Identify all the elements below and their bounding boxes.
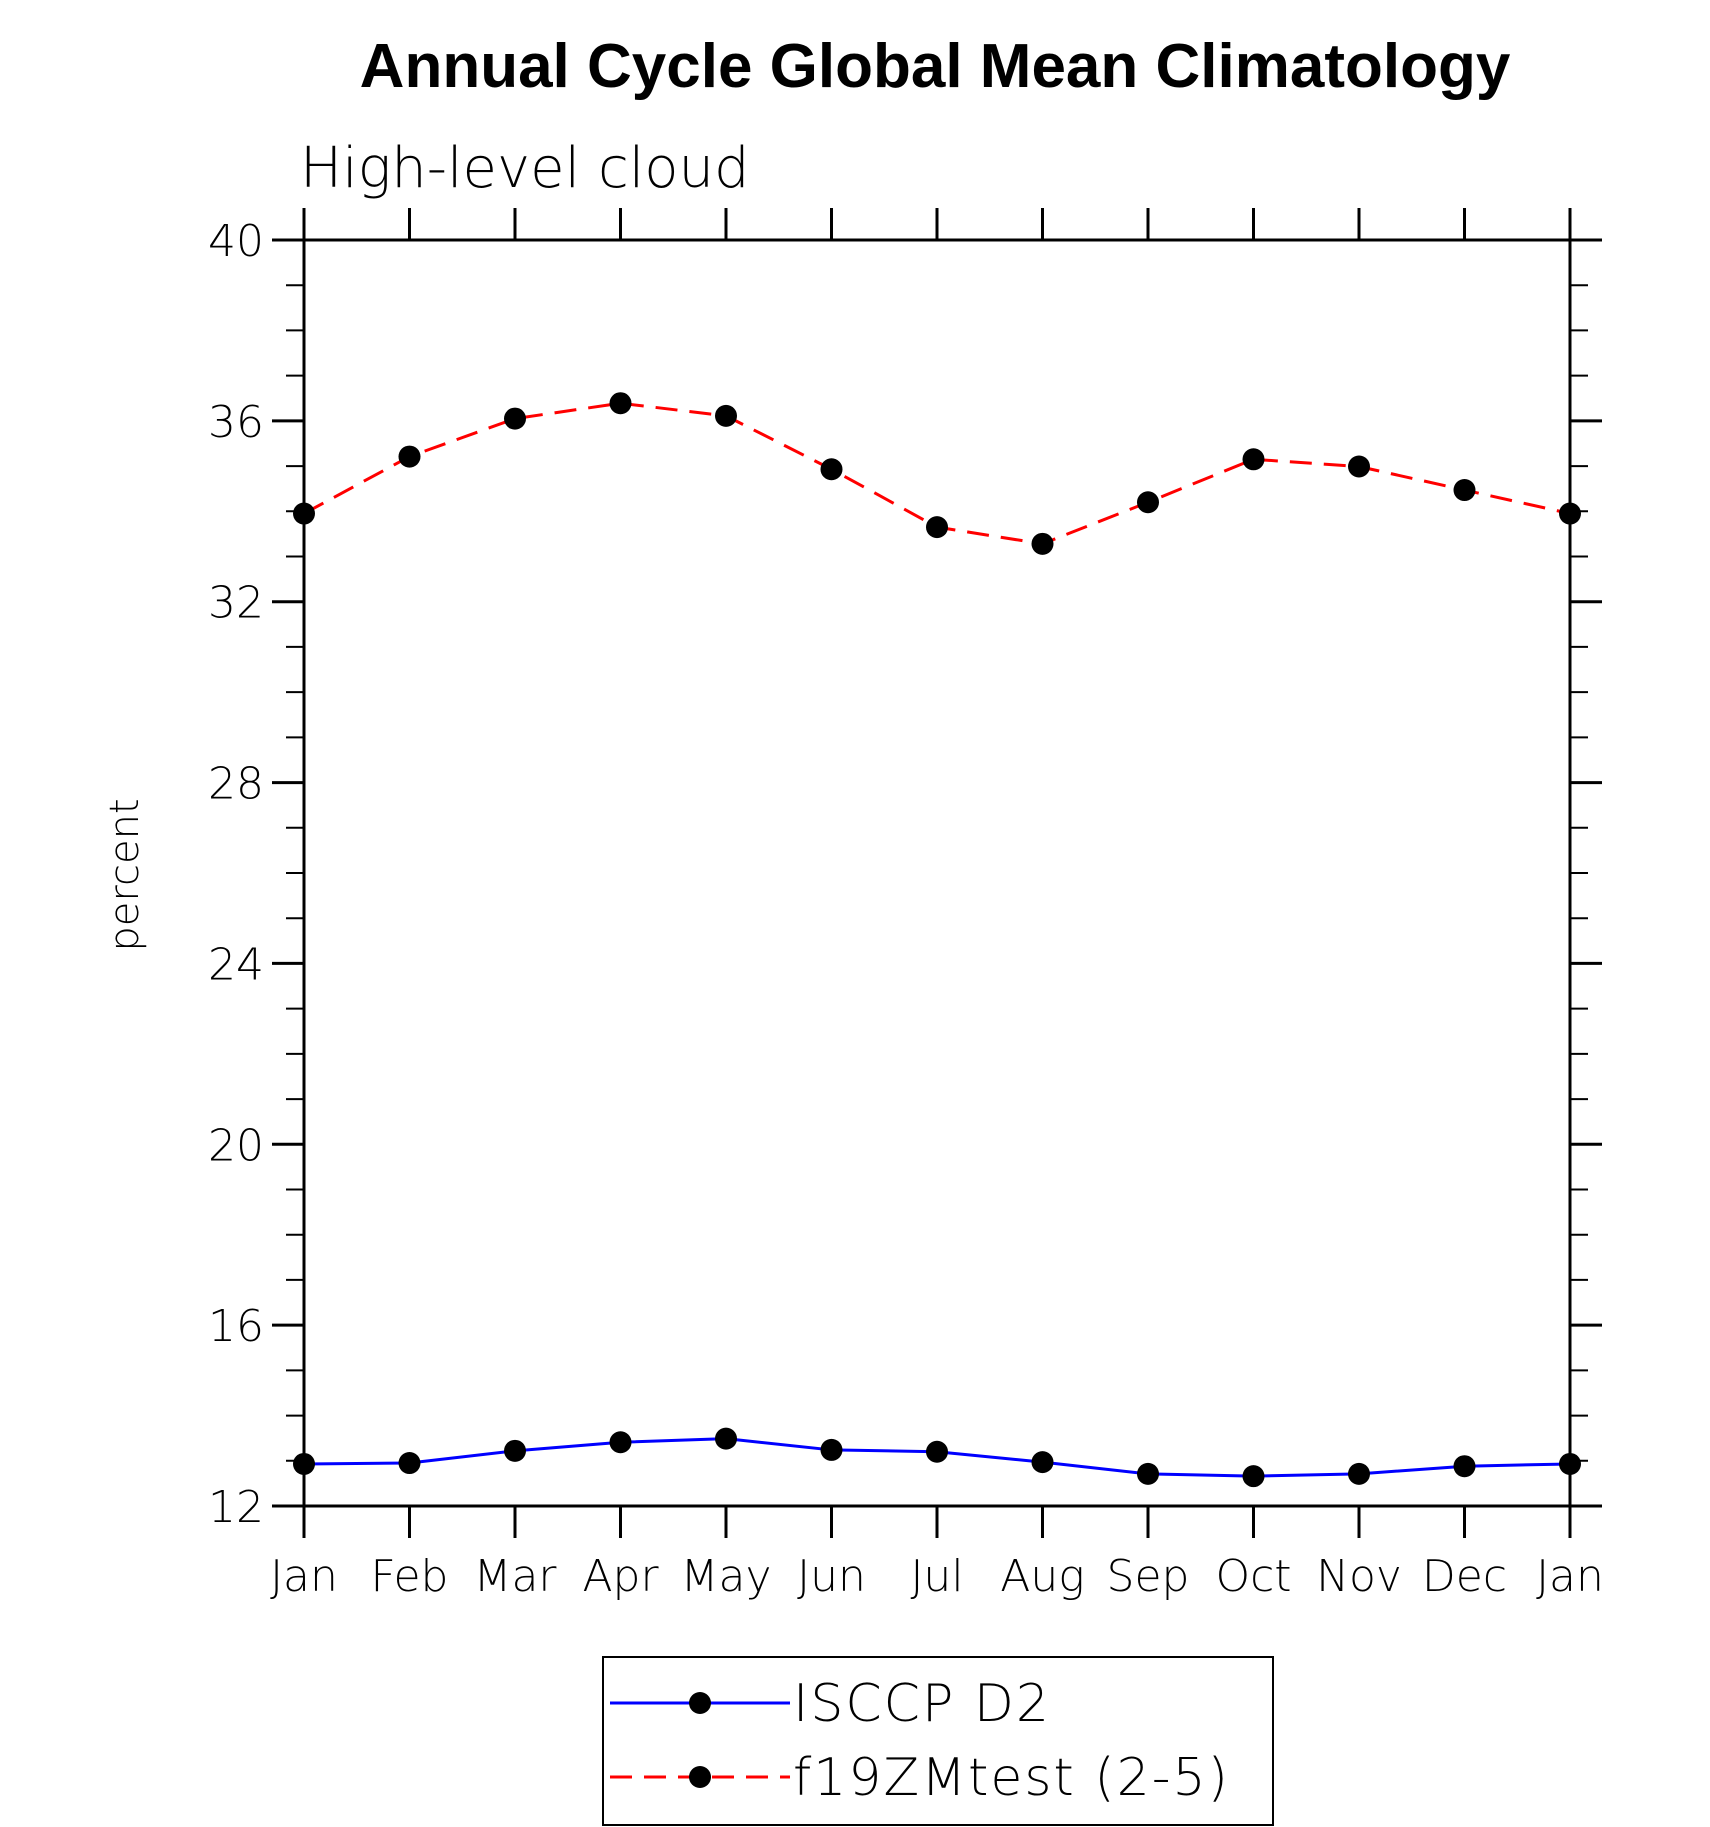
chart-subtitle: High-level cloud <box>300 136 750 201</box>
y-tick-label: 36 <box>208 397 264 448</box>
x-tick-label: May <box>681 1551 772 1602</box>
y-tick-label: 20 <box>208 1120 264 1171</box>
legend-swatch-marker <box>689 1692 711 1714</box>
y-axis-label: percent <box>102 798 148 951</box>
series-point <box>1559 1452 1581 1475</box>
x-tick-label: Aug <box>1000 1551 1084 1602</box>
y-tick-label: 40 <box>208 216 264 267</box>
legend-swatch-marker <box>689 1766 711 1788</box>
y-tick-label: 24 <box>208 939 264 990</box>
legend-label: ISCCP D2 <box>793 1674 1051 1734</box>
x-tick-label: Sep <box>1107 1551 1190 1602</box>
series-point <box>609 1431 632 1454</box>
series-point <box>1559 502 1581 525</box>
series-point <box>504 407 526 430</box>
series-point <box>1453 479 1476 502</box>
series-point <box>504 1439 526 1462</box>
x-tick-label: Nov <box>1316 1551 1402 1602</box>
series-point <box>293 502 315 525</box>
series-point <box>715 404 737 427</box>
x-tick-label: Jan <box>270 1551 338 1602</box>
plot-area: 12 16 20 24 28 32 36 40 Jan Feb Mar Apr May Jun Jul Aug… <box>208 208 1604 1602</box>
series-point <box>926 1440 948 1463</box>
y-tick-label: 28 <box>208 759 264 810</box>
x-tick-label: Jul <box>910 1551 963 1602</box>
series-point <box>820 458 843 481</box>
series-point <box>1031 532 1054 555</box>
series-point <box>1453 1455 1476 1478</box>
series-point <box>1348 455 1370 478</box>
x-tick-label: Apr <box>582 1551 659 1602</box>
series-point <box>293 1452 315 1475</box>
series-point <box>398 1452 421 1475</box>
chart-title: Annual Cycle Global Mean Climatology <box>360 32 1511 101</box>
y-tick-label: 12 <box>208 1482 264 1533</box>
x-tick-label: Jun <box>797 1551 866 1602</box>
series-point <box>1137 491 1159 514</box>
x-tick-label: Dec <box>1422 1551 1507 1602</box>
series-point <box>609 392 632 415</box>
series-point <box>398 445 421 468</box>
series-point <box>1031 1451 1054 1474</box>
series-point <box>1242 448 1265 471</box>
legend-label: f19ZMtest (2-5) <box>793 1748 1230 1808</box>
x-tick-label: Mar <box>473 1551 557 1602</box>
series-point <box>1348 1462 1370 1485</box>
series-point <box>926 516 948 539</box>
legend: ISCCP D2 f19ZMtest (2-5) <box>602 1656 1274 1826</box>
x-tick-label: Jan <box>1536 1551 1604 1602</box>
series-point <box>1137 1462 1159 1485</box>
x-tick-label: Feb <box>371 1551 449 1602</box>
legend-box <box>602 1656 1274 1826</box>
y-tick-label: 16 <box>208 1301 264 1352</box>
series-point <box>715 1427 737 1450</box>
series-point <box>820 1438 843 1461</box>
series-point <box>1242 1465 1265 1488</box>
x-tick-label: Oct <box>1215 1551 1291 1602</box>
plot-frame <box>302 238 1572 1508</box>
y-tick-label: 32 <box>208 578 264 629</box>
